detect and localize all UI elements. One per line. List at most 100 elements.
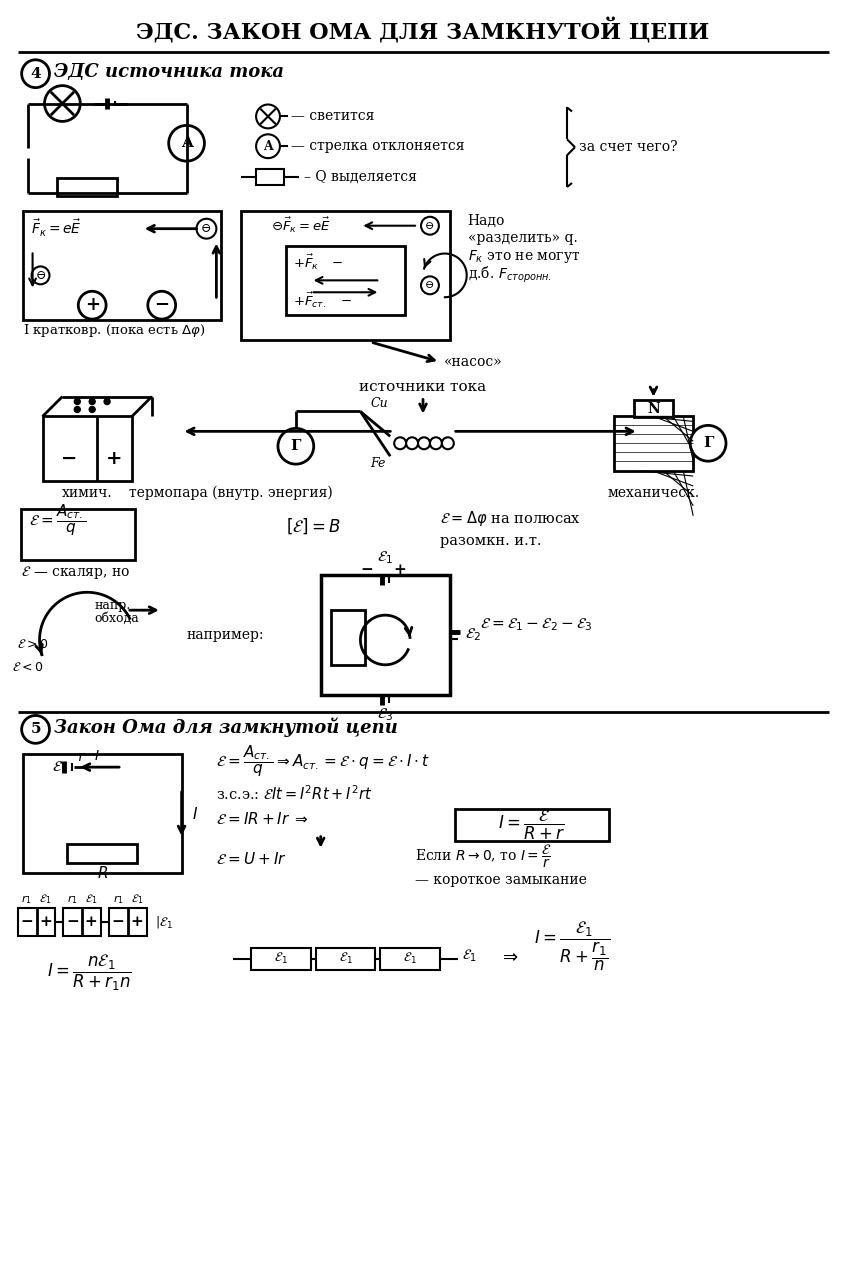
Bar xyxy=(68,843,137,864)
Text: ЭДС. ЗАКОН ОМА ДЛЯ ЗАМКНУТОЙ ЦЕПИ: ЭДС. ЗАКОН ОМА ДЛЯ ЗАМКНУТОЙ ЦЕПИ xyxy=(136,19,710,45)
Bar xyxy=(42,416,132,481)
Text: Г: Г xyxy=(291,439,301,453)
Circle shape xyxy=(78,291,106,319)
Bar xyxy=(380,948,440,969)
Text: −: − xyxy=(61,450,78,468)
Bar xyxy=(614,416,693,471)
Text: $\mathcal{E}_3$: $\mathcal{E}_3$ xyxy=(377,706,394,722)
Text: Г: Г xyxy=(703,436,713,450)
Text: −: − xyxy=(20,915,33,929)
Text: $\mathcal{E} < 0$: $\mathcal{E} < 0$ xyxy=(12,661,43,674)
Text: ⊖: ⊖ xyxy=(36,268,46,282)
Text: $\mathcal{E} = U + Ir$: $\mathcal{E} = U + Ir$ xyxy=(216,851,287,866)
Bar xyxy=(634,399,673,417)
Circle shape xyxy=(442,438,454,449)
Text: химич.: химич. xyxy=(62,486,113,500)
Bar xyxy=(23,754,181,874)
Bar xyxy=(256,169,284,184)
Bar xyxy=(241,211,450,340)
Text: $\mathcal{E} = IR + Ir \;\Rightarrow$: $\mathcal{E} = IR + Ir \;\Rightarrow$ xyxy=(216,810,309,827)
Bar xyxy=(23,211,221,321)
Text: r: r xyxy=(77,750,84,764)
Text: $\mathcal{E}_1$: $\mathcal{E}_1$ xyxy=(274,951,288,967)
Text: $\mathcal{E}_1$: $\mathcal{E}_1$ xyxy=(85,893,97,906)
Text: Если $R \rightarrow 0$, то $I = \dfrac{\mathcal{E}}{r}$: Если $R \rightarrow 0$, то $I = \dfrac{\… xyxy=(415,843,551,870)
Text: −: − xyxy=(154,296,169,314)
Text: например:: например: xyxy=(186,628,264,642)
Bar xyxy=(64,908,101,936)
Text: 4: 4 xyxy=(30,66,41,80)
Text: обхода: обхода xyxy=(94,612,139,625)
Text: — короткое замыкание: — короткое замыкание xyxy=(415,874,587,888)
Bar xyxy=(252,948,311,969)
Text: $r_1$: $r_1$ xyxy=(67,893,78,906)
Circle shape xyxy=(690,425,726,462)
Circle shape xyxy=(89,407,95,412)
Circle shape xyxy=(148,291,175,319)
Circle shape xyxy=(31,266,49,285)
Text: I кратковр. (пока есть $\Delta\varphi$): I кратковр. (пока есть $\Delta\varphi$) xyxy=(23,322,205,338)
Circle shape xyxy=(22,60,49,88)
Text: Закон Ома для замкнутой цепи: Закон Ома для замкнутой цепи xyxy=(54,717,398,738)
Circle shape xyxy=(89,398,95,404)
Bar xyxy=(109,908,147,936)
Text: $\mathcal{E} = \Delta\varphi$ на полюсах: $\mathcal{E} = \Delta\varphi$ на полюсах xyxy=(440,509,581,528)
Bar xyxy=(455,809,609,841)
Bar xyxy=(58,178,117,196)
Text: A: A xyxy=(180,136,192,150)
Text: — стрелка отклоняется: — стрелка отклоняется xyxy=(291,139,464,153)
Text: −: − xyxy=(112,915,125,929)
Text: $\Rightarrow$: $\Rightarrow$ xyxy=(500,946,519,965)
Text: $I$: $I$ xyxy=(191,806,197,822)
Text: $+ \vec{F}_к\;\;\;-$: $+ \vec{F}_к\;\;\;-$ xyxy=(293,253,343,272)
Bar xyxy=(18,908,55,936)
Text: термопара (внутр. энергия): термопара (внутр. энергия) xyxy=(130,486,333,500)
Text: $\mathcal{E}_1$: $\mathcal{E}_1$ xyxy=(377,550,393,566)
Text: $I = \dfrac{\mathcal{E}_1}{R + \dfrac{r_1}{n}}$: $I = \dfrac{\mathcal{E}_1}{R + \dfrac{r_… xyxy=(534,920,611,973)
Text: $|\mathcal{E}_1$: $|\mathcal{E}_1$ xyxy=(155,915,173,930)
Circle shape xyxy=(430,438,442,449)
Text: +: + xyxy=(85,296,100,314)
Bar xyxy=(321,575,450,695)
Text: Надо: Надо xyxy=(468,214,505,228)
Bar xyxy=(286,245,405,315)
Circle shape xyxy=(256,135,280,158)
Circle shape xyxy=(197,219,216,239)
Text: +: + xyxy=(130,915,143,929)
Text: $I = \dfrac{\mathcal{E}}{R+r}$: $I = \dfrac{\mathcal{E}}{R+r}$ xyxy=(498,808,565,842)
Circle shape xyxy=(421,276,439,294)
Text: механическ.: механическ. xyxy=(607,486,700,500)
Circle shape xyxy=(406,438,418,449)
Circle shape xyxy=(394,438,406,449)
Bar xyxy=(20,509,135,561)
Text: $\mathcal{E}_1$: $\mathcal{E}_1$ xyxy=(403,951,417,967)
Text: −: − xyxy=(66,915,79,929)
Text: A: A xyxy=(263,140,273,153)
Text: ЭДС источника тока: ЭДС источника тока xyxy=(54,62,285,80)
Bar xyxy=(330,611,365,665)
Circle shape xyxy=(278,429,313,464)
Text: $\mathcal{E} = \dfrac{A_{ст.}}{q} \Rightarrow A_{ст.} = \mathcal{E} \cdot q = \m: $\mathcal{E} = \dfrac{A_{ст.}}{q} \Right… xyxy=(216,743,430,778)
Text: напр.: напр. xyxy=(94,599,130,612)
Circle shape xyxy=(45,85,80,121)
Text: $\ominus \vec{F}_к = e\vec{E}$: $\ominus \vec{F}_к = e\vec{E}$ xyxy=(271,216,330,235)
Circle shape xyxy=(75,398,80,404)
Text: «разделить» q.: «разделить» q. xyxy=(468,230,578,244)
Text: $I = \dfrac{n\mathcal{E}_1}{R + r_1 n}$: $I = \dfrac{n\mathcal{E}_1}{R + r_1 n}$ xyxy=(47,953,132,993)
Text: $\mathcal{E} = \mathcal{E}_1 - \mathcal{E}_2 - \mathcal{E}_3$: $\mathcal{E} = \mathcal{E}_1 - \mathcal{… xyxy=(479,617,592,633)
Text: Fe: Fe xyxy=(370,457,385,469)
Text: ⊖: ⊖ xyxy=(425,221,435,230)
Text: — светится: — светится xyxy=(291,109,374,123)
Text: +: + xyxy=(39,915,52,929)
Circle shape xyxy=(22,715,49,743)
Circle shape xyxy=(75,407,80,412)
Text: 5: 5 xyxy=(30,722,41,736)
Text: +: + xyxy=(106,450,122,468)
Text: $\mathcal{E}_1$: $\mathcal{E}_1$ xyxy=(39,893,52,906)
Text: $F_к$ это не могут: $F_к$ это не могут xyxy=(468,248,580,265)
Text: разомкн. и.т.: разомкн. и.т. xyxy=(440,534,541,548)
Text: $\mathcal{E}_1$: $\mathcal{E}_1$ xyxy=(462,948,477,964)
Text: $\mathcal{E}$: $\mathcal{E}$ xyxy=(52,761,63,775)
Text: +: + xyxy=(393,563,406,577)
Text: $\mathcal{E}$ — скаляр, но: $\mathcal{E}$ — скаляр, но xyxy=(20,563,130,581)
